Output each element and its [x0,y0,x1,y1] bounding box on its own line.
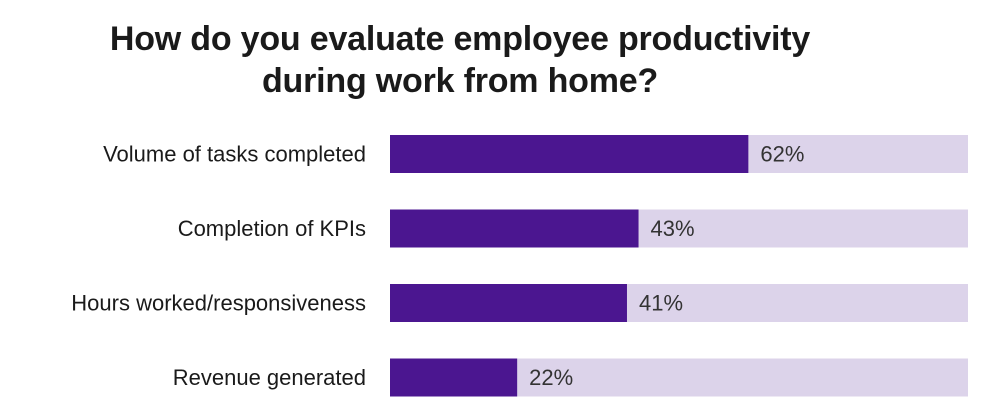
chart-title-line-2: during work from home? [261,62,659,100]
category-label: Revenue generated [173,365,366,390]
bar-row: Completion of KPIs 43% [178,209,968,248]
bar-row: Revenue generated 22% [173,358,968,397]
bar [390,135,749,173]
category-label: Volume of tasks completed [103,142,366,167]
category-label: Hours worked/responsiveness [71,291,366,316]
value-label: 41% [639,291,683,316]
chart-title-line-1: How do you evaluate employee productivit… [109,20,811,58]
category-label: Completion of KPIs [178,216,366,241]
value-label: 43% [651,216,695,241]
bar [390,209,639,248]
value-label: 22% [529,365,573,390]
bar [390,358,518,397]
chart-title: How do you evaluate employee productivit… [0,18,920,102]
bar [390,284,627,322]
bar-row: Hours worked/responsiveness 41% [71,284,968,322]
value-label: 62% [760,142,804,167]
bar-row: Volume of tasks completed 62% [103,135,968,173]
